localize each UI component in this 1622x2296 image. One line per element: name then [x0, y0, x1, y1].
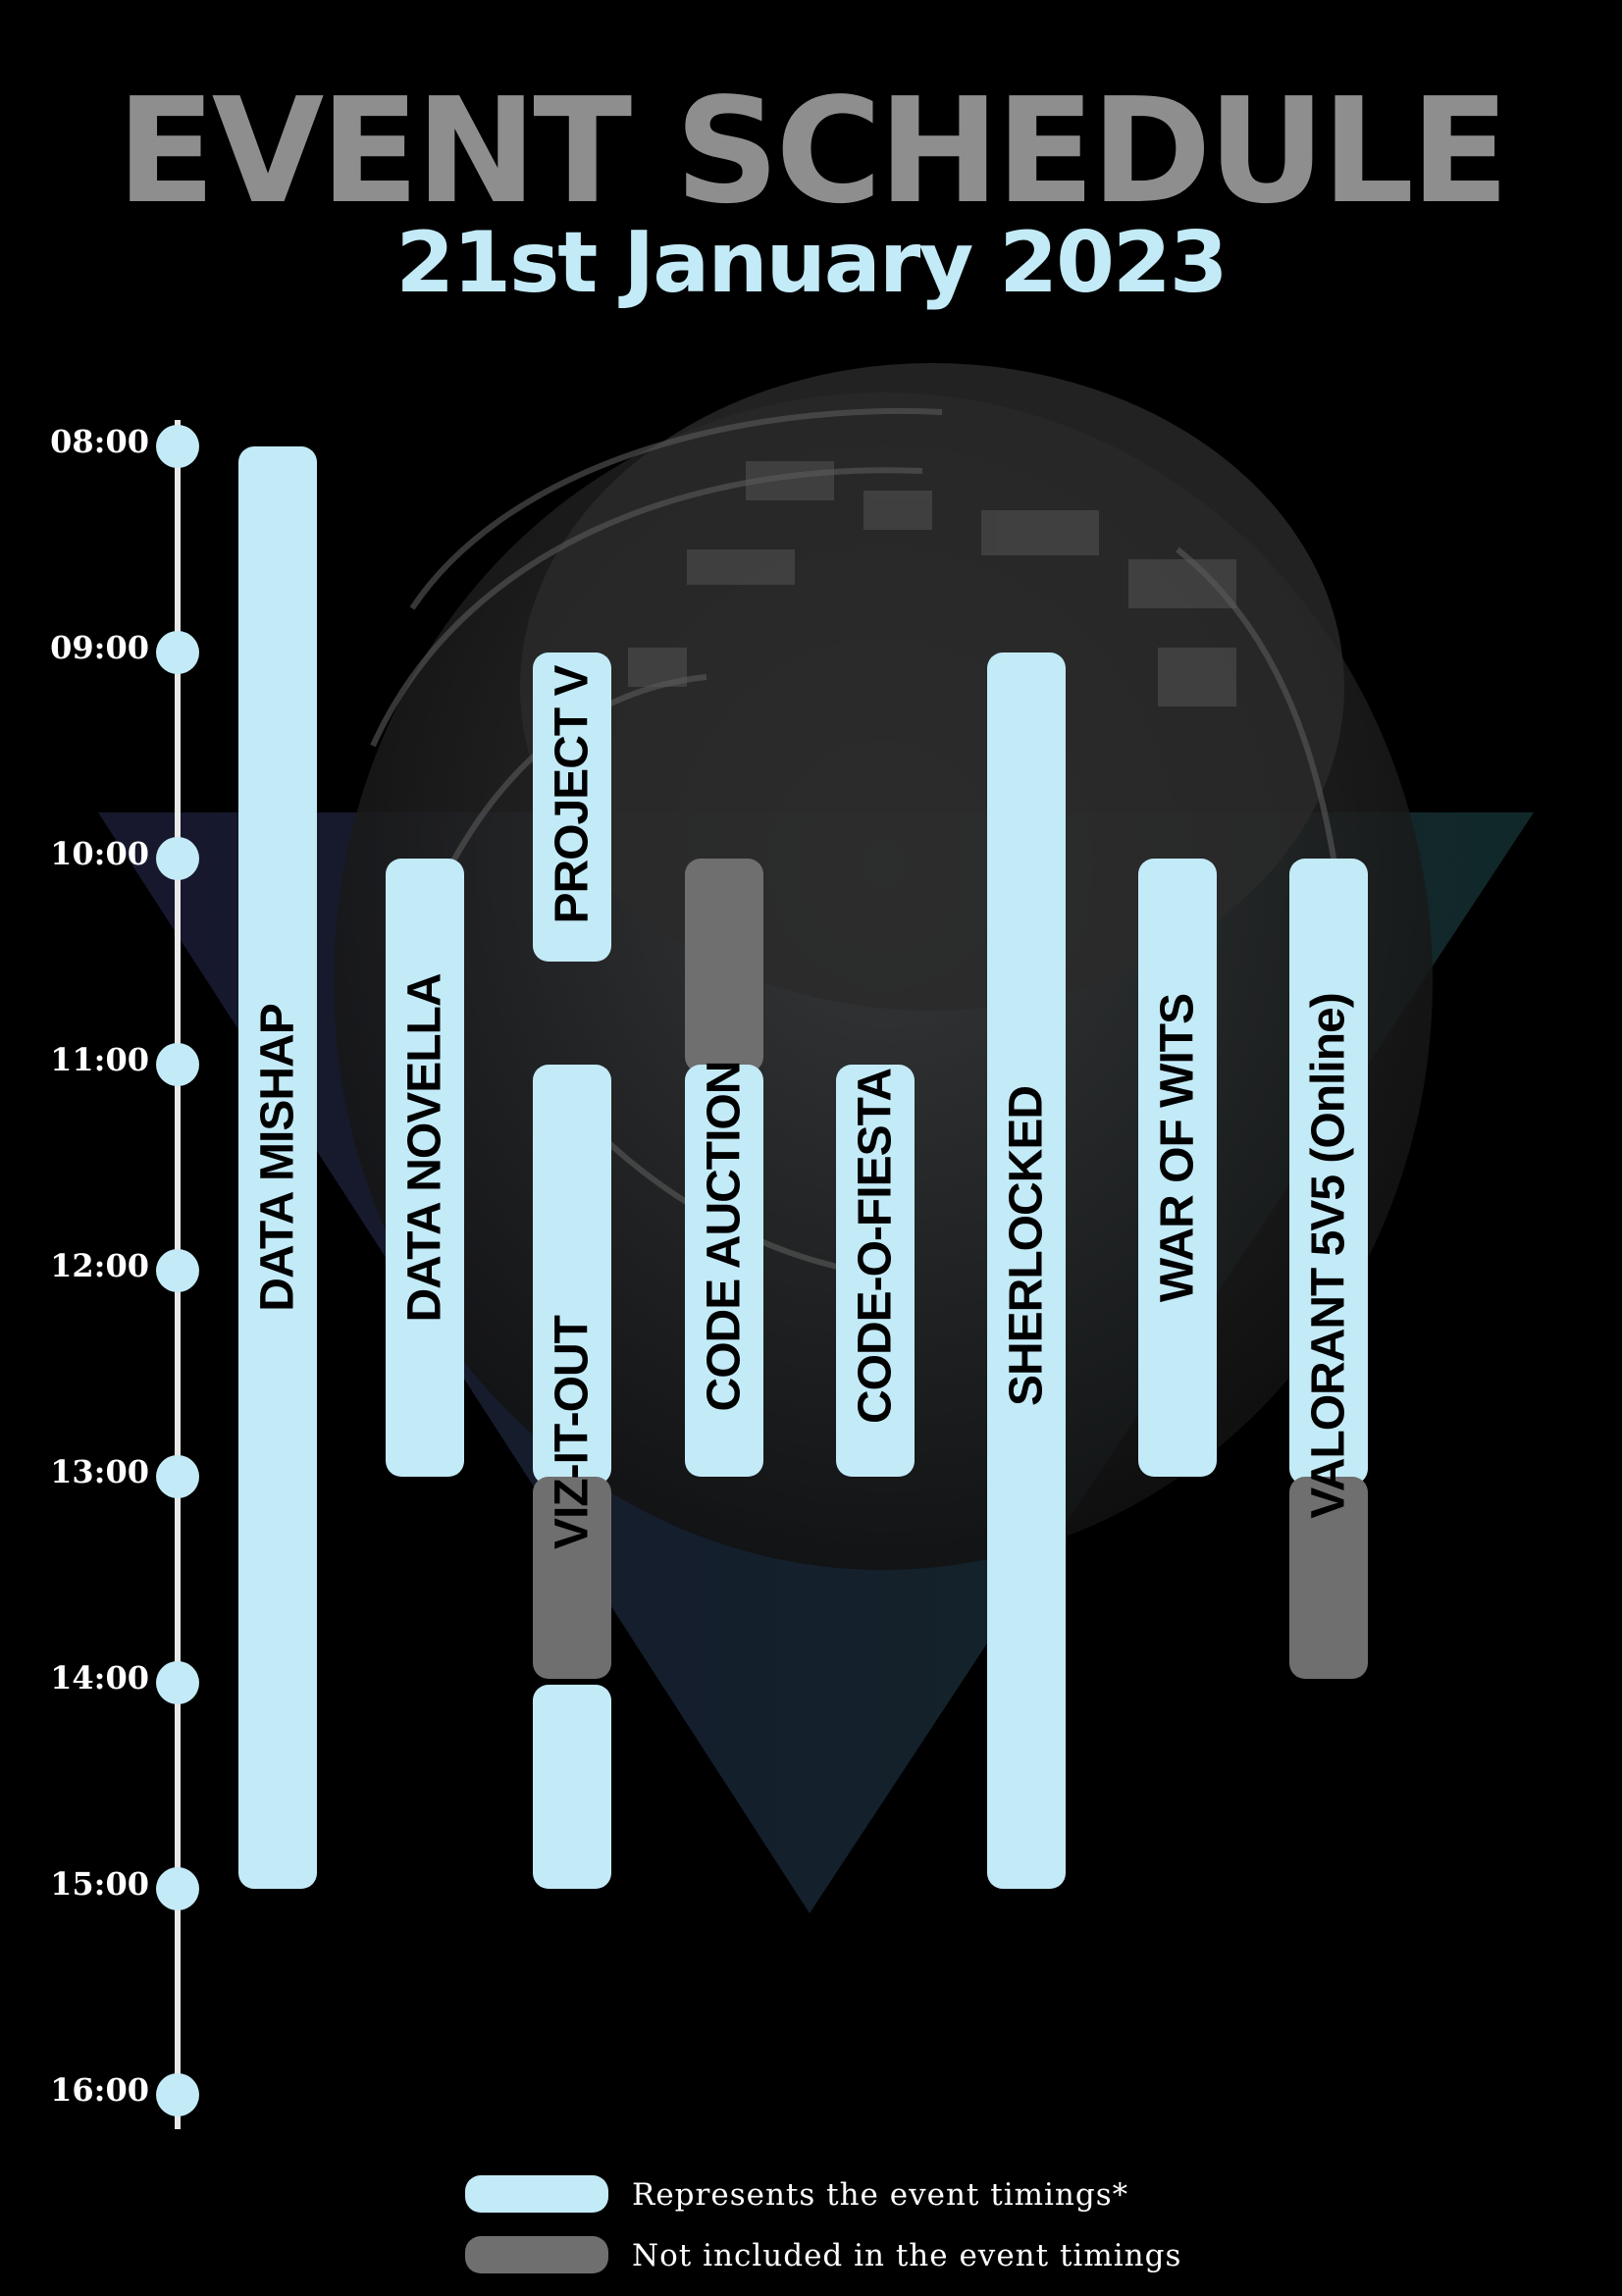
- event-bar: [1289, 859, 1368, 1485]
- time-tick-label: 09:00: [50, 629, 149, 666]
- time-tick-dot: [156, 425, 199, 468]
- time-tick-label: 16:00: [50, 2071, 149, 2109]
- time-tick-label: 10:00: [50, 835, 149, 872]
- event-bar-excluded: [1289, 1477, 1368, 1679]
- event-name: SHERLOCKED: [1000, 1085, 1053, 1407]
- time-tick-dot: [156, 1455, 199, 1498]
- legend-swatch-inactive: [465, 2236, 608, 2273]
- event-name: DATA MISHAP: [251, 1004, 304, 1312]
- robot-head-dome: [520, 363, 1344, 1011]
- event-bar: [1138, 859, 1217, 1477]
- event-name: PROJECT V: [546, 665, 599, 924]
- time-tick-label: 13:00: [50, 1453, 149, 1490]
- page-title: EVENT SCHEDULE: [116, 67, 1510, 235]
- event-name: DATA NOVELLA: [398, 973, 451, 1323]
- event-name: CODE AUCTION: [698, 1061, 751, 1412]
- event-bar: [987, 652, 1066, 1889]
- time-tick-label: 14:00: [50, 1659, 149, 1696]
- event-bar-excluded: [533, 1477, 611, 1679]
- event-bar: [533, 652, 611, 962]
- time-tick-label: 15:00: [50, 1865, 149, 1903]
- event-bar: [238, 446, 317, 1889]
- time-tick-dot: [156, 1661, 199, 1704]
- event-bar: [685, 1065, 763, 1477]
- legend-swatch-active: [465, 2175, 608, 2213]
- time-tick-dot: [156, 1867, 199, 1910]
- robot-head-panels: [628, 461, 1236, 706]
- event-name: CODE-O-FIESTA: [849, 1068, 902, 1425]
- time-tick-dot: [156, 1043, 199, 1086]
- time-tick-dot: [156, 1249, 199, 1292]
- event-date: 21st January 2023: [395, 214, 1228, 312]
- legend-label-active: Represents the event timings*: [632, 2177, 1129, 2213]
- event-name: WAR OF WITS: [1151, 993, 1204, 1303]
- legend-label-inactive: Not included in the event timings: [632, 2238, 1182, 2273]
- event-bar: [533, 1065, 611, 1485]
- event-bar-excluded: [685, 859, 763, 1072]
- event-name: VALORANT 5V5 (Online): [1302, 993, 1355, 1519]
- time-tick-label: 08:00: [50, 423, 149, 460]
- event-name: VIZ-IT-OUT: [546, 1316, 599, 1549]
- time-tick-label: 11:00: [50, 1041, 149, 1078]
- event-bar: [836, 1065, 915, 1477]
- time-tick-label: 12:00: [50, 1247, 149, 1284]
- time-tick-dot: [156, 837, 199, 880]
- event-bar: [533, 1685, 611, 1889]
- time-tick-dot: [156, 2073, 199, 2116]
- time-tick-dot: [156, 631, 199, 674]
- event-bar: [386, 859, 464, 1477]
